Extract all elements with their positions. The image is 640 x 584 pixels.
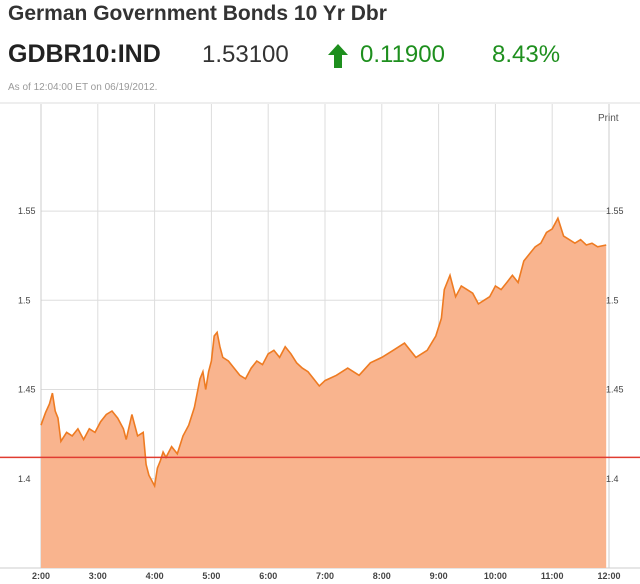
as-of-prefix: As of <box>8 82 31 93</box>
as-of-timestamp: As of 12:04:00 ET on 06/19/2012. <box>8 82 157 93</box>
print-link[interactable]: Print <box>598 113 619 124</box>
net-change: 0.11900 <box>360 41 445 68</box>
ticker-symbol: GDBR10:IND <box>8 40 161 68</box>
as-of-on: on <box>90 82 102 93</box>
y-tick-label-left: 1.55 <box>18 206 36 216</box>
x-tick-label: 11:00 <box>541 571 564 581</box>
x-tick-label: 5:00 <box>202 571 220 581</box>
x-tick-label: 9:00 <box>430 571 448 581</box>
y-axis-right: 1.55 1.5 1.45 1.4 <box>606 206 624 484</box>
x-tick-label: 2:00 <box>32 571 50 581</box>
x-tick-label: 12:00 <box>597 571 620 581</box>
x-tick-label: 6:00 <box>259 571 277 581</box>
as-of-date: 06/19/2012. <box>104 82 158 93</box>
y-tick-label-left: 1.4 <box>18 474 31 484</box>
y-tick-label-left: 1.5 <box>18 295 31 305</box>
y-tick-label-right: 1.45 <box>606 385 624 395</box>
yield-line <box>40 216 607 489</box>
last-price: 1.53100 <box>202 41 289 68</box>
x-tick-label: 7:00 <box>316 571 334 581</box>
up-arrow-icon <box>328 44 348 68</box>
x-tick-label: 8:00 <box>373 571 391 581</box>
x-tick-label: 4:00 <box>146 571 164 581</box>
percent-change: 8.43% <box>492 41 561 68</box>
y-tick-label-left: 1.45 <box>18 385 36 395</box>
y-tick-label-right: 1.4 <box>606 474 619 484</box>
x-axis: 2:00 3:00 4:00 5:00 6:00 7:00 8:00 9:00 10:00 11:… <box>32 571 621 581</box>
page-title: German Government Bonds 10 Yr Dbr <box>8 2 387 25</box>
x-tick-label: 3:00 <box>89 571 107 581</box>
yield-area <box>41 218 607 568</box>
x-tick-label: 10:00 <box>484 571 507 581</box>
as-of-time: 12:04:00 ET <box>33 82 88 93</box>
y-axis-left: 1.55 1.5 1.45 1.4 <box>18 206 36 484</box>
y-tick-label-right: 1.55 <box>606 206 624 216</box>
y-tick-label-right: 1.5 <box>606 295 619 305</box>
